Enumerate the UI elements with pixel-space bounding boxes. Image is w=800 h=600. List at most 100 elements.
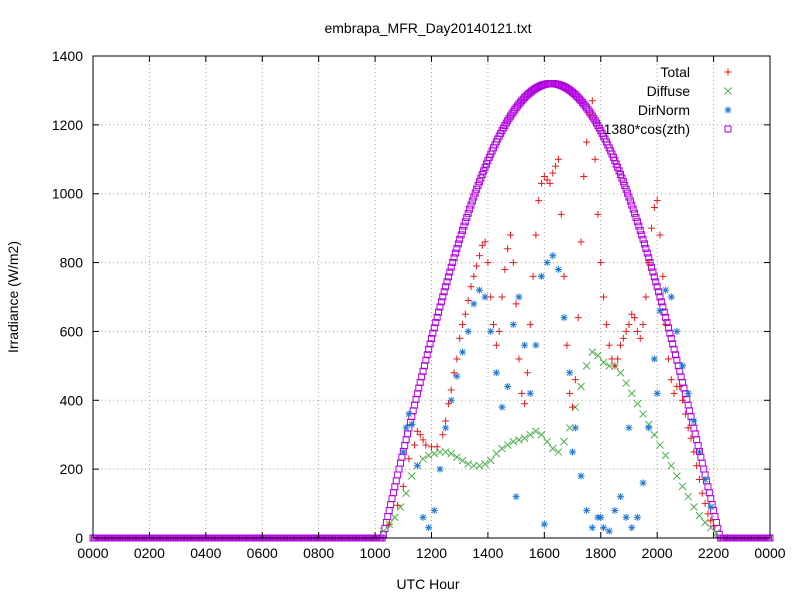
data-point xyxy=(710,522,718,530)
data-point xyxy=(631,314,639,322)
data-point xyxy=(554,265,562,273)
data-point xyxy=(662,286,670,294)
data-point xyxy=(475,461,484,470)
data-point xyxy=(526,321,534,329)
data-point xyxy=(643,249,651,257)
data-point xyxy=(454,240,462,248)
data-point xyxy=(560,272,568,280)
data-point xyxy=(535,197,543,205)
y-tick-label: 0 xyxy=(75,530,83,546)
data-point xyxy=(591,155,599,163)
data-point xyxy=(635,222,643,230)
data-point xyxy=(407,472,416,480)
x-tick-label: 0000 xyxy=(754,545,785,561)
data-point xyxy=(650,355,658,363)
data-point xyxy=(662,313,670,321)
data-point xyxy=(616,493,624,501)
data-point xyxy=(477,174,485,182)
data-point xyxy=(461,218,469,226)
data-point xyxy=(470,272,478,280)
y-tick-label: 800 xyxy=(60,255,84,271)
x-axis-label: UTC Hour xyxy=(396,576,459,592)
data-point xyxy=(645,259,653,267)
data-point xyxy=(557,210,565,218)
data-point xyxy=(605,362,614,370)
data-point xyxy=(402,424,410,432)
data-point xyxy=(580,173,588,180)
data-point xyxy=(451,249,459,257)
data-point xyxy=(577,238,585,246)
data-point xyxy=(624,189,632,197)
data-point xyxy=(442,424,450,432)
data-point xyxy=(447,386,455,394)
data-point xyxy=(625,424,633,432)
data-point xyxy=(429,329,437,337)
x-tick-label: 0400 xyxy=(190,545,221,561)
data-point xyxy=(616,341,624,349)
data-point xyxy=(503,441,512,449)
data-point xyxy=(625,321,633,329)
data-point xyxy=(532,231,540,239)
data-point xyxy=(424,451,433,460)
data-point xyxy=(432,319,440,327)
data-point xyxy=(690,448,698,456)
data-point xyxy=(450,369,458,377)
data-point xyxy=(667,293,675,301)
data-point xyxy=(466,205,474,213)
data-point xyxy=(419,513,427,521)
data-point xyxy=(560,314,568,322)
data-point xyxy=(663,319,671,327)
data-point xyxy=(659,272,667,280)
data-point xyxy=(695,475,703,483)
data-point xyxy=(679,396,687,404)
data-point xyxy=(664,355,672,363)
data-point xyxy=(419,436,427,444)
data-point xyxy=(402,489,410,498)
data-point xyxy=(667,461,676,470)
data-point xyxy=(504,383,512,391)
data-point xyxy=(549,252,557,260)
data-point xyxy=(413,462,421,470)
data-point xyxy=(459,348,467,356)
y-tick-label: 200 xyxy=(60,461,84,477)
data-point xyxy=(509,321,517,329)
data-point xyxy=(673,472,681,480)
data-point xyxy=(484,259,492,267)
data-point xyxy=(577,382,585,391)
data-point xyxy=(611,506,619,514)
legend-label: 1380*cos(zth) xyxy=(604,121,690,137)
data-point xyxy=(698,489,706,497)
data-point xyxy=(408,420,416,428)
data-point xyxy=(405,455,413,463)
data-point xyxy=(649,268,657,276)
data-point xyxy=(653,283,661,291)
data-point xyxy=(443,278,451,286)
data-point xyxy=(399,448,407,456)
data-point xyxy=(475,252,483,260)
data-point xyxy=(446,268,454,276)
x-tick-label: 0200 xyxy=(134,545,165,561)
data-point xyxy=(707,517,715,525)
data-point xyxy=(399,482,407,490)
data-point xyxy=(602,321,610,329)
data-point xyxy=(656,307,664,315)
data-point xyxy=(442,283,450,291)
data-point xyxy=(435,308,443,316)
data-point xyxy=(662,321,670,329)
data-point xyxy=(439,431,447,439)
data-point xyxy=(515,293,523,301)
data-point xyxy=(546,179,554,187)
data-point xyxy=(433,313,441,321)
data-point xyxy=(566,369,574,377)
data-point xyxy=(441,448,450,456)
data-point xyxy=(639,479,647,487)
data-point xyxy=(422,441,430,449)
data-point xyxy=(693,462,701,470)
data-point xyxy=(633,513,641,521)
data-point xyxy=(704,510,712,518)
data-point xyxy=(385,520,393,528)
data-point xyxy=(618,174,626,182)
data-point xyxy=(459,321,467,329)
data-point xyxy=(515,436,523,444)
